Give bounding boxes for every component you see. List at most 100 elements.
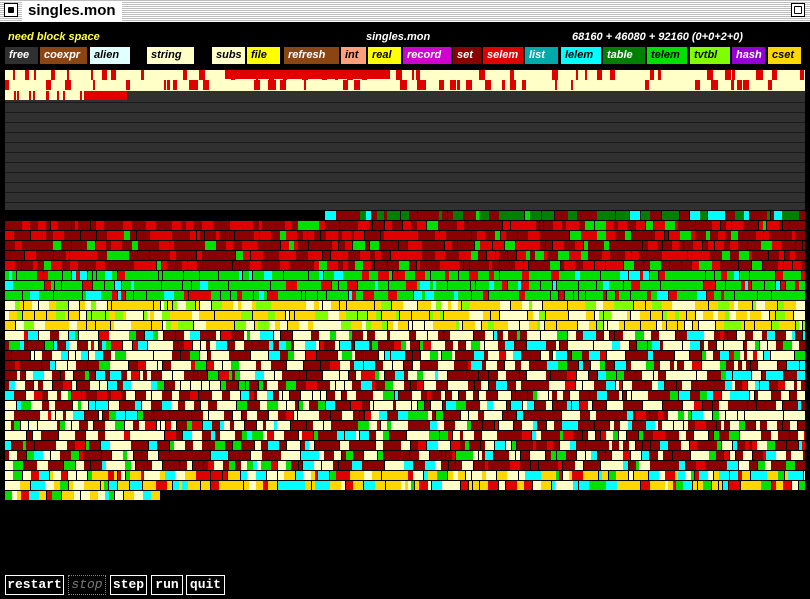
heap-block — [5, 411, 14, 420]
heap-block — [127, 451, 133, 460]
heap-block — [493, 401, 498, 410]
restart-button[interactable]: restart — [5, 575, 64, 595]
heap-block — [96, 371, 105, 380]
heap-block — [50, 471, 53, 480]
heap-block — [513, 351, 521, 360]
heap-block — [458, 241, 468, 250]
heap-block — [379, 411, 387, 420]
heap-block — [356, 371, 361, 380]
heap-block — [761, 281, 764, 290]
heap-block — [496, 461, 505, 470]
heap-block — [143, 411, 153, 420]
heap-block — [578, 321, 589, 330]
heap-block — [336, 211, 345, 220]
heap-block — [796, 451, 803, 460]
heap-block — [468, 241, 474, 250]
heap-block — [223, 261, 232, 270]
heap-block — [606, 261, 612, 270]
heap-block — [517, 421, 522, 430]
heap-block — [208, 271, 218, 280]
heap-block — [774, 411, 780, 420]
heap-block — [599, 441, 605, 450]
heap-block — [454, 361, 458, 370]
heap-block — [740, 391, 749, 400]
heap-block — [569, 471, 572, 480]
heap-block — [288, 321, 299, 330]
heap-block — [632, 231, 641, 240]
heap-block — [712, 221, 720, 230]
string-mark — [576, 70, 578, 80]
heap-block — [210, 381, 214, 390]
heap-block — [324, 341, 335, 350]
heap-block — [230, 421, 234, 430]
quit-button[interactable]: quit — [186, 575, 225, 595]
heap-block — [417, 221, 426, 230]
heap-block — [144, 281, 150, 290]
run-button[interactable]: run — [151, 575, 183, 595]
legend-item-real: real — [368, 47, 401, 64]
heap-block — [177, 301, 186, 310]
heap-block — [297, 261, 307, 270]
zoom-box-icon[interactable] — [791, 3, 805, 17]
heap-block — [272, 231, 280, 240]
heap-block — [445, 271, 449, 280]
string-mark — [13, 70, 15, 80]
heap-block — [73, 411, 84, 420]
heap-block — [235, 431, 242, 440]
heap-block — [156, 221, 163, 230]
free-grid-line — [5, 182, 805, 183]
heap-block — [574, 301, 585, 310]
free-grid-line — [5, 112, 805, 113]
heap-block — [750, 391, 754, 400]
heap-block — [91, 461, 102, 470]
heap-block — [94, 341, 98, 350]
heap-block — [263, 481, 268, 490]
heap-block — [651, 291, 657, 300]
heap-block — [770, 231, 778, 240]
heap-block — [22, 271, 27, 280]
heap-block — [500, 261, 509, 270]
heap-block — [700, 301, 708, 310]
heap-block — [162, 311, 170, 320]
heap-block — [99, 331, 109, 340]
heap-block — [72, 221, 75, 230]
heap-block — [641, 211, 650, 220]
heap-block — [615, 231, 625, 240]
string-mark — [34, 70, 36, 80]
heap-block — [291, 421, 297, 430]
string-mark — [510, 70, 514, 80]
heap-block — [404, 361, 412, 370]
heap-block — [194, 321, 203, 330]
close-box-icon[interactable] — [4, 3, 18, 17]
heap-block — [227, 341, 235, 350]
heap-block — [478, 411, 484, 420]
string-mark — [167, 80, 170, 90]
heap-block — [804, 221, 805, 230]
heap-block — [765, 291, 771, 300]
heap-block — [340, 441, 349, 450]
heap-block — [14, 291, 22, 300]
heap-block — [593, 461, 600, 470]
title-bar[interactable]: singles.mon — [0, 0, 810, 23]
heap-block — [184, 371, 193, 380]
heap-block — [343, 331, 349, 340]
heap-block — [647, 291, 651, 300]
stop-button[interactable]: stop — [68, 575, 106, 595]
heap-block — [208, 461, 214, 470]
heap-block — [330, 481, 341, 490]
string-mark — [489, 80, 491, 90]
heap-block — [23, 441, 26, 450]
heap-block — [121, 471, 125, 480]
heap-block — [708, 241, 714, 250]
heap-block — [286, 381, 296, 390]
heap-block — [205, 231, 208, 240]
heap-block — [190, 231, 196, 240]
heap-block — [702, 221, 712, 230]
heap-block — [75, 311, 79, 320]
heap-block — [560, 231, 569, 240]
step-button[interactable]: step — [110, 575, 147, 595]
heap-block — [787, 441, 792, 450]
heap-block — [294, 481, 305, 490]
heap-block — [712, 261, 716, 270]
heap-block — [508, 331, 517, 340]
